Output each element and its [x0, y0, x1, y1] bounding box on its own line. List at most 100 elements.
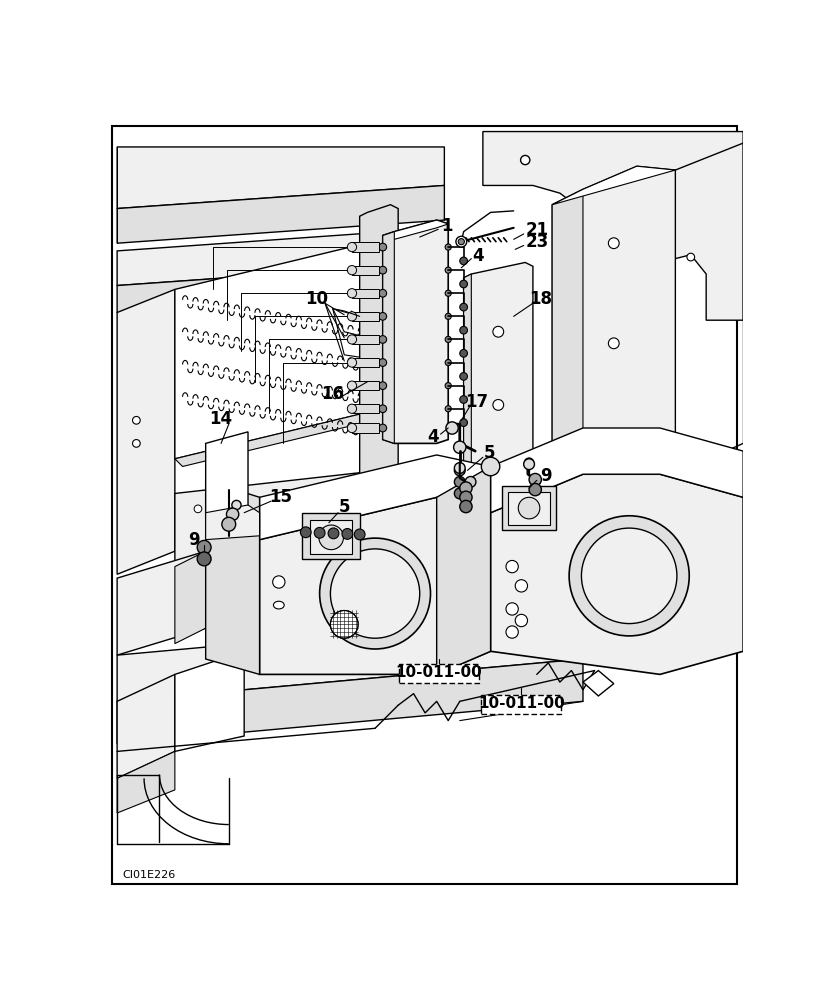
- Bar: [309, 520, 351, 554]
- Polygon shape: [351, 423, 379, 433]
- Polygon shape: [490, 428, 743, 513]
- Polygon shape: [382, 220, 447, 443]
- Polygon shape: [351, 404, 379, 413]
- Circle shape: [459, 482, 471, 494]
- Circle shape: [379, 243, 386, 251]
- Circle shape: [321, 523, 328, 531]
- Circle shape: [459, 280, 467, 288]
- Polygon shape: [351, 381, 379, 390]
- Polygon shape: [117, 751, 174, 813]
- Polygon shape: [174, 540, 552, 624]
- Polygon shape: [463, 262, 533, 544]
- Circle shape: [227, 508, 238, 520]
- Text: 1: 1: [441, 217, 452, 235]
- Circle shape: [459, 373, 467, 380]
- Circle shape: [347, 358, 356, 367]
- Polygon shape: [382, 220, 447, 239]
- Circle shape: [445, 244, 451, 250]
- Circle shape: [197, 540, 211, 554]
- Circle shape: [518, 497, 539, 519]
- Text: 4: 4: [427, 428, 438, 446]
- Circle shape: [237, 511, 244, 519]
- Circle shape: [505, 626, 518, 638]
- Circle shape: [347, 242, 356, 252]
- Bar: [501, 486, 556, 530]
- Circle shape: [347, 266, 356, 275]
- Polygon shape: [351, 335, 379, 344]
- Circle shape: [459, 396, 467, 403]
- Polygon shape: [117, 289, 174, 574]
- Circle shape: [480, 457, 500, 476]
- Text: 15: 15: [270, 488, 292, 506]
- Text: 5: 5: [338, 498, 350, 516]
- Circle shape: [379, 266, 386, 274]
- Circle shape: [492, 326, 503, 337]
- Polygon shape: [552, 166, 675, 490]
- Circle shape: [648, 216, 655, 224]
- Circle shape: [446, 422, 457, 434]
- Circle shape: [529, 484, 540, 495]
- Circle shape: [459, 419, 467, 426]
- Polygon shape: [117, 613, 582, 701]
- Polygon shape: [552, 166, 675, 205]
- Text: 14: 14: [209, 410, 232, 428]
- Circle shape: [330, 610, 358, 638]
- Circle shape: [568, 516, 688, 636]
- Circle shape: [492, 400, 503, 410]
- Circle shape: [445, 290, 451, 296]
- Text: 16: 16: [321, 385, 344, 403]
- Circle shape: [318, 525, 343, 550]
- Circle shape: [459, 257, 467, 265]
- Circle shape: [272, 576, 284, 588]
- Circle shape: [465, 477, 476, 487]
- Text: 9: 9: [188, 531, 199, 549]
- Polygon shape: [205, 432, 248, 520]
- Circle shape: [456, 236, 466, 247]
- Circle shape: [514, 580, 527, 592]
- Circle shape: [529, 475, 540, 486]
- Circle shape: [314, 527, 325, 538]
- Polygon shape: [351, 242, 379, 252]
- Circle shape: [379, 424, 386, 432]
- Polygon shape: [359, 205, 398, 513]
- Circle shape: [505, 560, 518, 573]
- Circle shape: [459, 491, 471, 503]
- Circle shape: [445, 406, 451, 412]
- Circle shape: [457, 239, 464, 245]
- Circle shape: [342, 529, 352, 539]
- Circle shape: [459, 303, 467, 311]
- Circle shape: [347, 289, 356, 298]
- Circle shape: [445, 336, 451, 343]
- Circle shape: [232, 500, 241, 510]
- Polygon shape: [436, 466, 490, 674]
- Circle shape: [459, 326, 467, 334]
- Circle shape: [197, 552, 211, 566]
- Circle shape: [379, 359, 386, 366]
- Circle shape: [347, 381, 356, 390]
- Polygon shape: [382, 232, 394, 443]
- Circle shape: [523, 458, 533, 467]
- Polygon shape: [117, 659, 582, 744]
- Circle shape: [505, 603, 518, 615]
- Text: 9: 9: [539, 467, 551, 485]
- Circle shape: [459, 349, 467, 357]
- Circle shape: [379, 289, 386, 297]
- Polygon shape: [117, 147, 444, 209]
- Circle shape: [528, 473, 541, 486]
- Polygon shape: [117, 674, 174, 778]
- Polygon shape: [259, 497, 490, 674]
- Text: 18: 18: [528, 290, 552, 308]
- Polygon shape: [174, 551, 205, 644]
- Circle shape: [454, 465, 465, 476]
- Circle shape: [319, 538, 430, 649]
- Circle shape: [445, 383, 451, 389]
- Polygon shape: [552, 189, 582, 490]
- Circle shape: [379, 382, 386, 389]
- Circle shape: [347, 312, 356, 321]
- Polygon shape: [351, 266, 379, 275]
- Circle shape: [279, 517, 286, 525]
- Polygon shape: [351, 312, 379, 321]
- Text: 17: 17: [465, 393, 488, 411]
- Circle shape: [445, 267, 451, 273]
- Circle shape: [222, 517, 236, 531]
